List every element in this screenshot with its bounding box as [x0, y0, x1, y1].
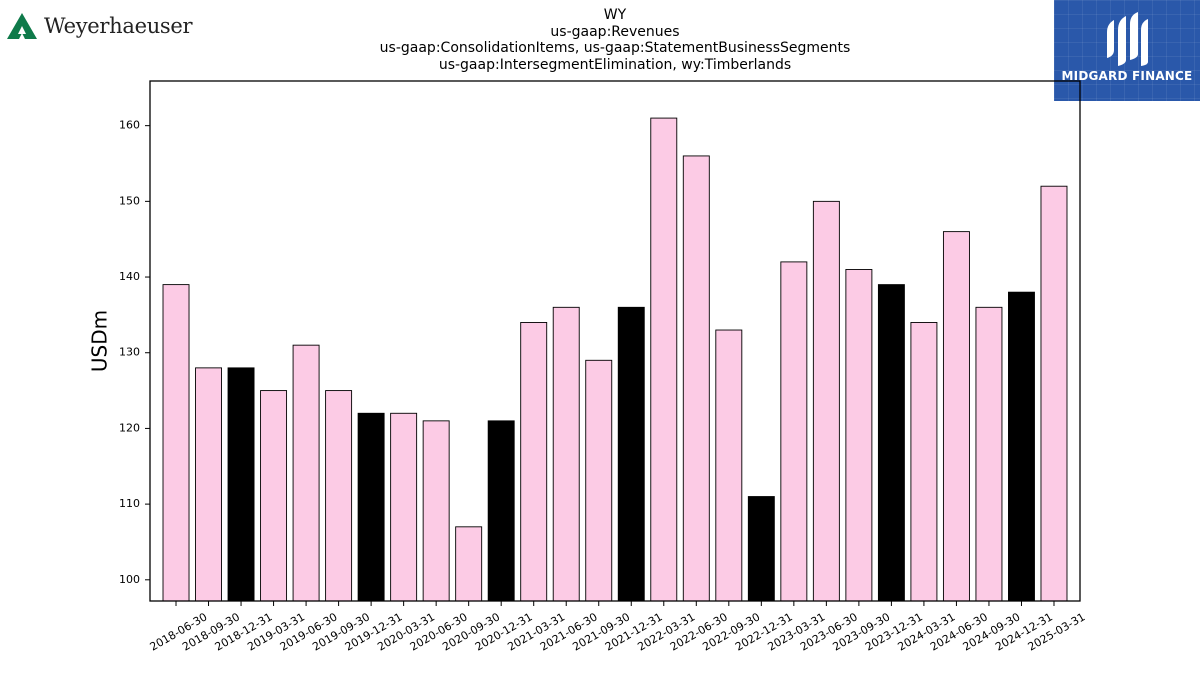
weyerhaeuser-tree-icon	[7, 13, 37, 39]
bar-2024-06-30	[942, 231, 970, 602]
bar-2019-06-30	[292, 344, 320, 602]
title-line-concept: us-gaap:Revenues	[550, 23, 680, 40]
brand-logo: MIDGARD FINANCE	[1054, 0, 1200, 101]
bar-2022-12-31	[747, 496, 775, 602]
bar-2020-03-31	[390, 412, 418, 602]
bar-2023-09-30	[845, 269, 873, 602]
bar-2018-09-30	[195, 367, 222, 602]
x-axis: 2018-06-302018-09-302018-12-312019-03-31…	[148, 601, 1087, 654]
bar-2020-09-30	[455, 526, 483, 602]
chart-title: WY us-gaap:Revenues us-gaap:Consolidatio…	[150, 7, 1080, 73]
bar-2021-06-30	[552, 306, 580, 602]
y-tick-label-120: 120	[119, 421, 140, 434]
plot-frame	[149, 80, 1081, 602]
company-logo: Weyerhaeuser	[6, 6, 193, 46]
bar-2023-06-30	[812, 200, 840, 602]
y-axis: 100 110 120 130 140 150 160	[119, 119, 150, 586]
bar-2019-12-31	[357, 412, 385, 602]
y-tick-label-150: 150	[119, 194, 140, 207]
y-tick-label-130: 130	[119, 346, 140, 359]
bar-2022-03-31	[650, 117, 678, 602]
bar-2020-12-31	[487, 420, 515, 602]
bar-2019-09-30	[325, 390, 353, 602]
bar-2018-06-30	[162, 284, 190, 602]
bar-2023-03-31	[780, 261, 808, 602]
title-line-ticker: WY	[603, 7, 627, 23]
bar-2019-03-31	[260, 390, 288, 602]
bar-2020-06-30	[422, 420, 450, 602]
midgard-m-icon	[1107, 12, 1148, 66]
y-tick-label-160: 160	[119, 119, 140, 132]
bar-2022-06-30	[682, 155, 710, 602]
bar-2024-12-31	[1008, 291, 1035, 602]
company-logo-text: Weyerhaeuser	[44, 14, 193, 38]
y-tick-label-110: 110	[119, 497, 140, 510]
bars-group	[162, 117, 1068, 602]
bar-2018-12-31	[227, 367, 255, 602]
title-line-axes: us-gaap:ConsolidationItems, us-gaap:Stat…	[379, 40, 851, 56]
bar-2021-12-31	[617, 306, 645, 602]
bar-2024-09-30	[975, 306, 1003, 602]
bar-2021-03-31	[520, 322, 548, 602]
title-line-members: us-gaap:IntersegmentElimination, wy:Timb…	[438, 56, 792, 73]
bar-2023-12-31	[877, 284, 905, 602]
bar-2025-03-31	[1040, 185, 1068, 602]
bar-2024-03-31	[910, 322, 938, 602]
y-tick-label-140: 140	[119, 270, 140, 283]
y-tick-label-100: 100	[119, 573, 140, 586]
bar-2021-09-30	[585, 359, 613, 602]
y-axis-label: USDm	[88, 310, 112, 372]
bar-2022-09-30	[715, 329, 743, 602]
brand-text: MIDGARD FINANCE	[1061, 69, 1193, 83]
